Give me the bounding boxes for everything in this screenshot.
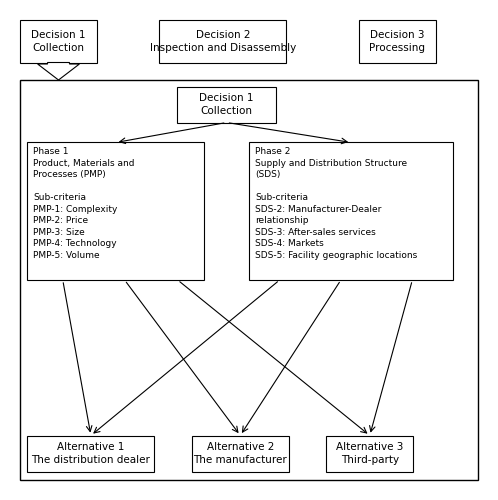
FancyBboxPatch shape	[159, 20, 286, 62]
Text: Alternative 1
The distribution dealer: Alternative 1 The distribution dealer	[31, 442, 150, 465]
Text: Phase 1
Product, Materials and
Processes (PMP)

Sub-criteria
PMP-1: Complexity
P: Phase 1 Product, Materials and Processes…	[33, 148, 135, 260]
FancyBboxPatch shape	[27, 142, 204, 280]
FancyBboxPatch shape	[359, 20, 436, 62]
Text: Decision 1
Collection: Decision 1 Collection	[31, 30, 86, 53]
Text: Decision 3
Processing: Decision 3 Processing	[369, 30, 425, 53]
Text: Decision 1
Collection: Decision 1 Collection	[199, 93, 254, 116]
FancyBboxPatch shape	[326, 436, 413, 472]
Text: Alternative 2
The manufacturer: Alternative 2 The manufacturer	[193, 442, 287, 465]
FancyBboxPatch shape	[20, 20, 97, 62]
FancyBboxPatch shape	[27, 436, 154, 472]
FancyBboxPatch shape	[192, 436, 289, 472]
FancyBboxPatch shape	[20, 80, 478, 480]
Polygon shape	[37, 62, 80, 80]
Text: Alternative 3
Third-party: Alternative 3 Third-party	[336, 442, 403, 465]
FancyBboxPatch shape	[177, 86, 276, 122]
FancyBboxPatch shape	[249, 142, 453, 280]
Text: Decision 2
Inspection and Disassembly: Decision 2 Inspection and Disassembly	[150, 30, 296, 53]
Text: Phase 2
Supply and Distribution Structure
(SDS)

Sub-criteria
SDS-2: Manufacture: Phase 2 Supply and Distribution Structur…	[255, 148, 417, 260]
